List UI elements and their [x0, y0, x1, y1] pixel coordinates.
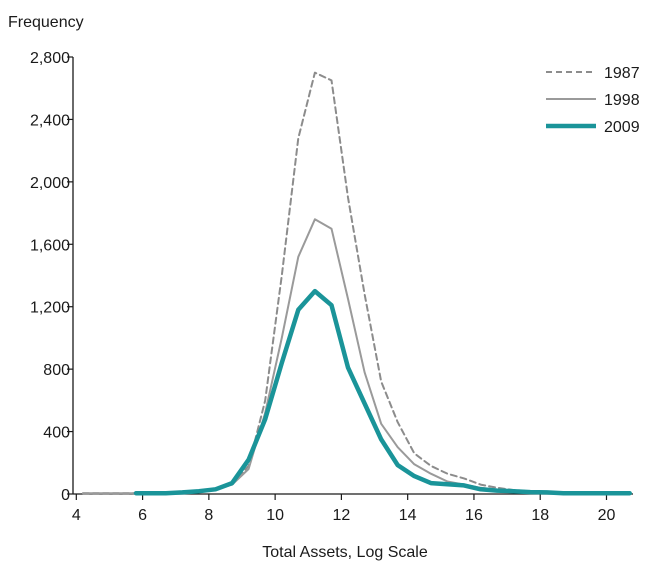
x-tick-label: 20 [598, 507, 616, 524]
x-tick-label: 8 [204, 507, 213, 524]
y-tick-label: 2,400 [30, 112, 70, 129]
axes: 0 400 800 1,200 1,600 2,000 2,400 2,800 4 6 8 10 12 1… [30, 50, 633, 524]
legend-label-2009: 2009 [604, 119, 640, 136]
y-tick-label: 1,200 [30, 300, 70, 317]
series-line-2009 [133, 288, 632, 496]
series-line-1987 [81, 71, 631, 495]
legend-label-1998: 1998 [604, 92, 640, 109]
series-layer [81, 71, 632, 496]
y-axis-title: Frequency [8, 14, 84, 31]
y-tick-label: 0 [61, 487, 70, 504]
series-line-1998 [81, 218, 631, 495]
x-tick-label: 16 [465, 507, 483, 524]
y-tick-label: 1,600 [30, 237, 70, 254]
x-tick-label: 4 [72, 507, 81, 524]
legend: 1987 1998 2009 [546, 65, 640, 136]
x-tick-label: 18 [531, 507, 549, 524]
x-tick-label: 12 [333, 507, 351, 524]
x-tick-label: 10 [266, 507, 284, 524]
x-axis-title: Total Assets, Log Scale [262, 544, 428, 561]
legend-label-1987: 1987 [604, 65, 640, 82]
y-tick-label: 400 [43, 425, 70, 442]
x-tick-label: 14 [399, 507, 417, 524]
y-tick-label: 800 [43, 362, 70, 379]
y-tick-label: 2,800 [30, 50, 70, 67]
y-tick-label: 2,000 [30, 175, 70, 192]
x-tick-label: 6 [138, 507, 147, 524]
